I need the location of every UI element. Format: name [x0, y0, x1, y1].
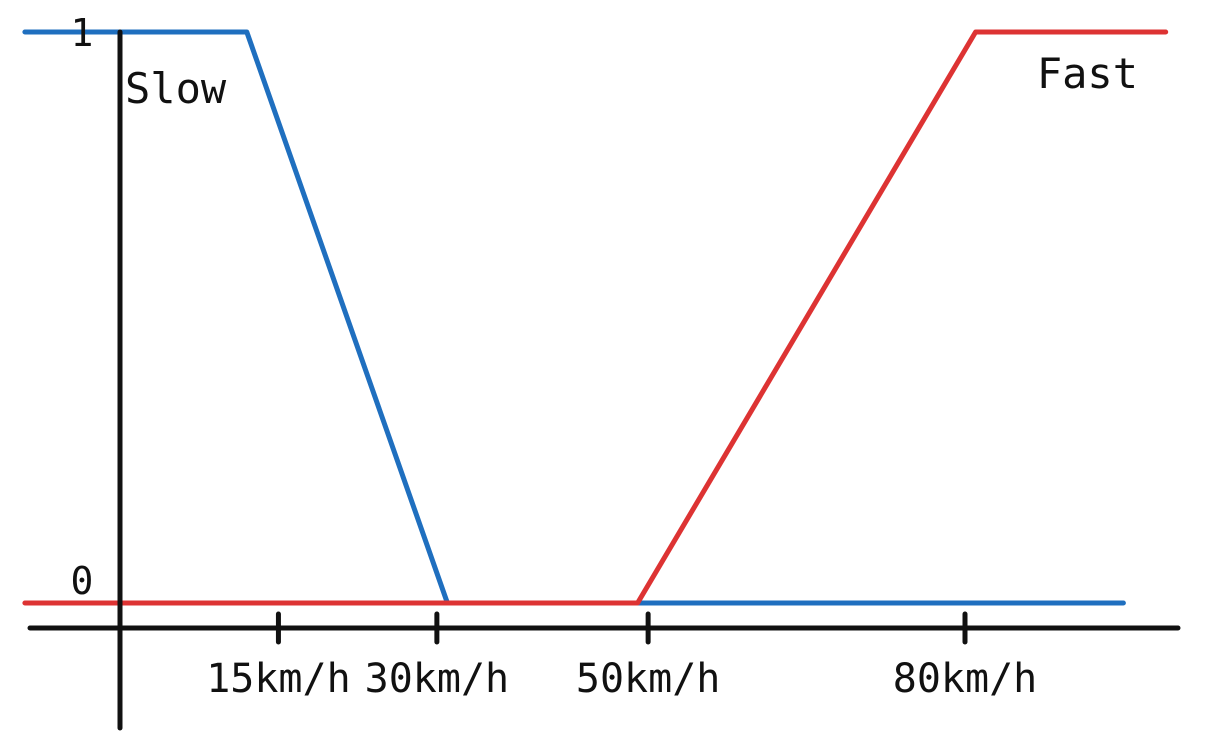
- series-label-slow: Slow: [125, 64, 227, 113]
- x-tick-label: 30km/h: [365, 656, 510, 702]
- x-tick-label: 15km/h: [206, 656, 351, 702]
- x-tick-label: 80km/h: [893, 656, 1038, 702]
- x-tick-label: 50km/h: [576, 656, 721, 702]
- series-label-fast: Fast: [1037, 49, 1138, 98]
- series-line-fast: [22, 29, 1169, 606]
- tick-layer: [275, 611, 968, 645]
- series-layer: [22, 29, 1169, 606]
- y-tick-label: 0: [71, 559, 94, 603]
- label-layer: Slow Fast 15km/h 30km/h 50km/h 80km/h 0 1: [71, 11, 1138, 702]
- series-line-slow: [22, 29, 1126, 606]
- y-tick-label: 1: [71, 11, 94, 55]
